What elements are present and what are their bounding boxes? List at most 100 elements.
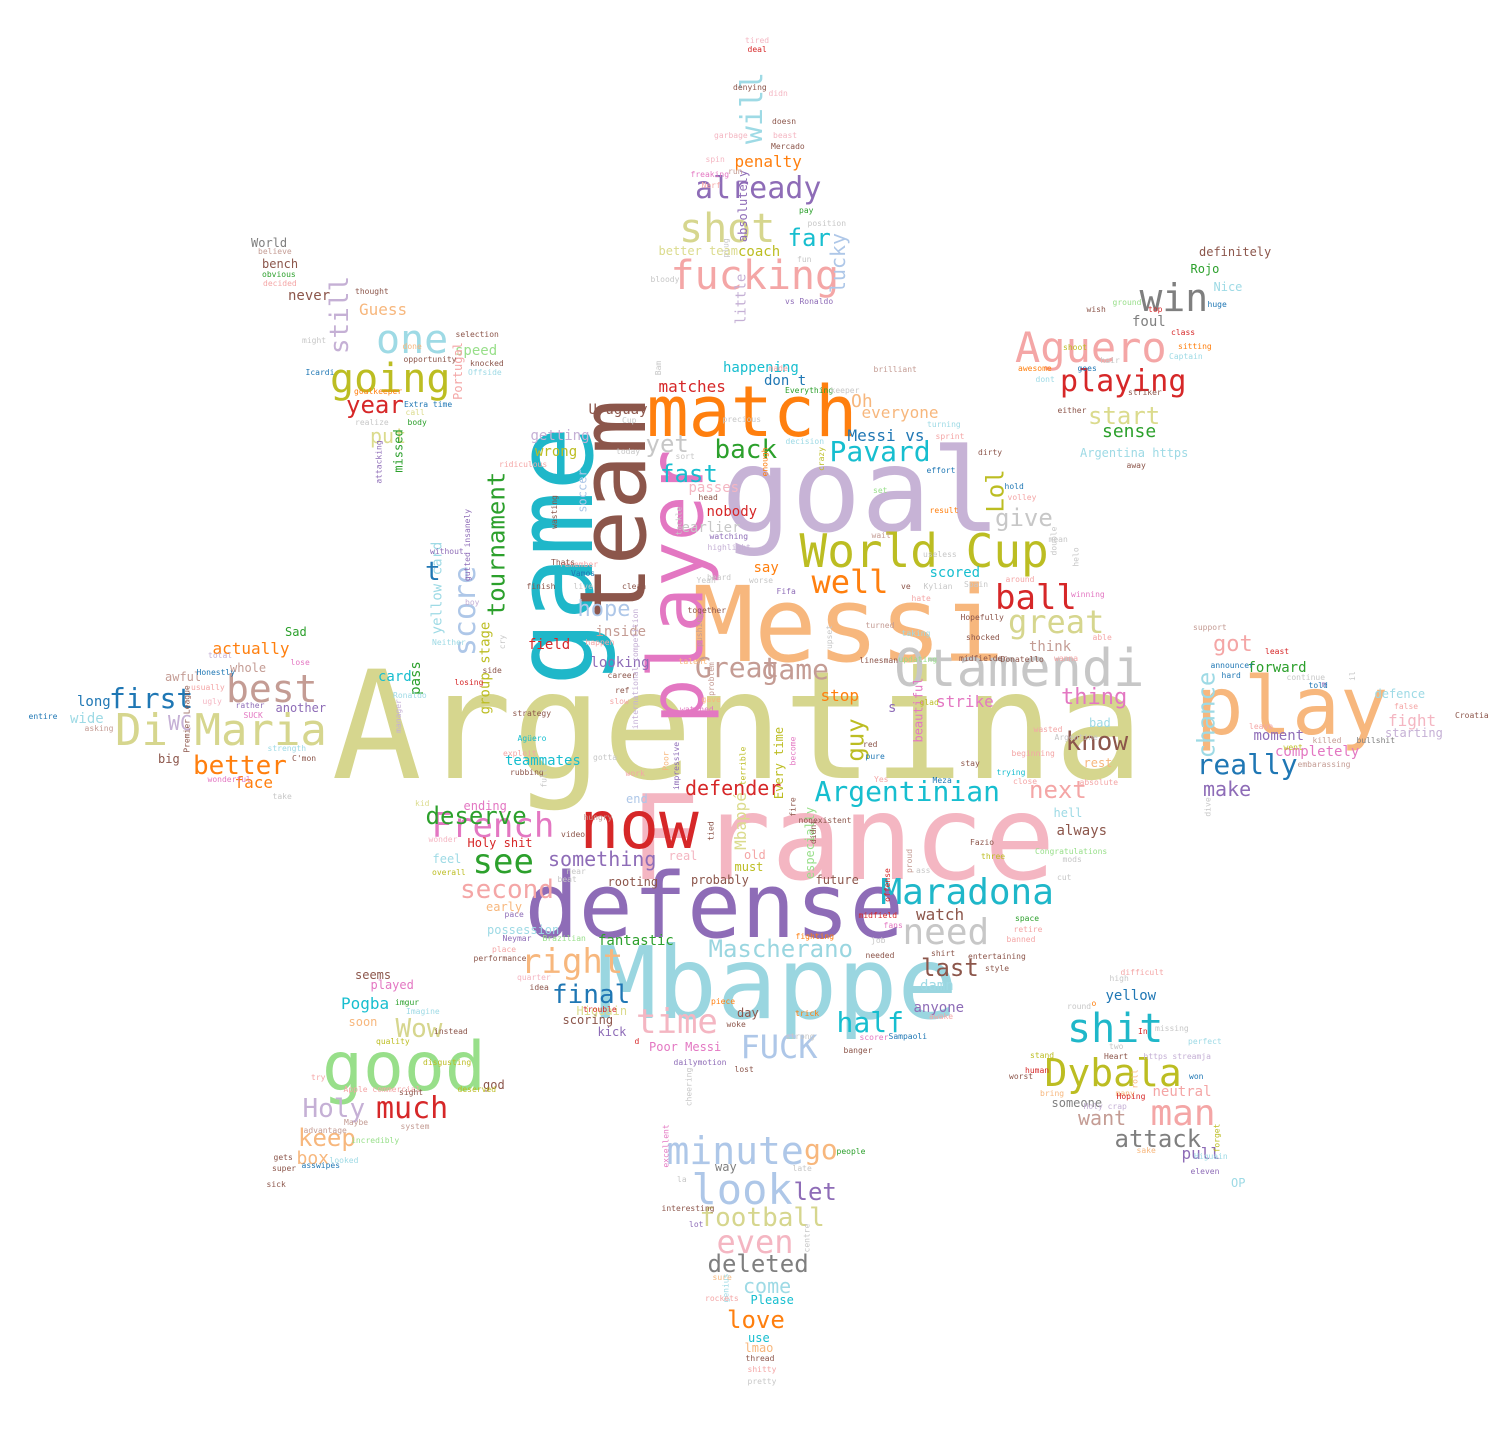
- word: space: [1015, 914, 1040, 923]
- word: announcer: [1210, 661, 1254, 670]
- word: ball: [995, 578, 1077, 618]
- word: bad: [1089, 716, 1111, 730]
- word: place: [492, 945, 517, 954]
- word: absolute: [1079, 778, 1119, 787]
- word: told: [1308, 681, 1328, 690]
- word: terrible: [737, 746, 747, 786]
- word: excellent: [661, 1124, 671, 1168]
- word: even: [716, 1223, 794, 1261]
- word: entertaining: [968, 952, 1026, 961]
- word: World: [251, 236, 288, 250]
- word: much: [376, 1091, 449, 1126]
- word: wonder: [428, 835, 458, 844]
- word: international competition: [631, 608, 641, 730]
- word: good: [322, 1028, 486, 1107]
- word: performance: [473, 954, 527, 963]
- word: playing: [1060, 364, 1187, 399]
- word: rockets: [705, 1294, 739, 1303]
- word: keeper: [830, 386, 860, 395]
- word: Argentine: [1054, 733, 1098, 742]
- word: worst: [1009, 1072, 1034, 1081]
- word: freaking: [690, 170, 730, 179]
- word: last: [921, 954, 979, 982]
- word: win: [1139, 276, 1209, 320]
- word: use: [748, 1331, 770, 1345]
- word: wide: [70, 711, 104, 727]
- word: Argentina: [331, 640, 1145, 814]
- word: watched: [680, 705, 714, 714]
- word: didn: [768, 89, 788, 98]
- word: enough: [759, 447, 769, 477]
- word: forward: [1247, 660, 1307, 676]
- word: huge: [1207, 300, 1227, 309]
- word: fast: [660, 460, 718, 488]
- word: Offside: [468, 368, 502, 377]
- word: FUCK: [740, 1028, 818, 1066]
- word: getting: [530, 428, 590, 444]
- word: usually: [191, 683, 225, 692]
- word: woke: [726, 1020, 746, 1029]
- word: gave: [701, 695, 721, 704]
- word: fire: [788, 797, 798, 817]
- word: pure: [865, 752, 885, 761]
- word: clean: [622, 582, 647, 591]
- word: keep: [298, 1124, 356, 1152]
- word: set: [873, 486, 888, 495]
- word: eleven: [1190, 1167, 1220, 1176]
- word: lucky: [826, 232, 851, 294]
- word: Please: [750, 1293, 794, 1307]
- word: Heart: [1104, 1052, 1129, 1061]
- word: m: [1321, 680, 1327, 689]
- word: make: [1203, 777, 1252, 801]
- word: Nice: [1213, 280, 1243, 294]
- word: Maybe: [344, 1118, 369, 1127]
- word: let: [793, 1178, 837, 1206]
- word: il: [1347, 671, 1357, 681]
- word: spin: [705, 155, 725, 164]
- word: going: [330, 356, 451, 402]
- word: C'mon: [292, 754, 317, 763]
- word: game: [761, 653, 829, 686]
- word: penalty: [734, 152, 802, 171]
- word: denying: [733, 83, 767, 92]
- word: ground: [1112, 298, 1142, 307]
- word: SUCK: [243, 711, 263, 720]
- word: head: [698, 493, 718, 502]
- word: exploit: [503, 749, 537, 758]
- word: damn: [920, 978, 954, 994]
- word: look: [691, 1165, 793, 1214]
- word: disgusting: [423, 1058, 472, 1067]
- word: moment: [1253, 728, 1305, 744]
- word: right: [521, 942, 624, 982]
- word: work: [625, 769, 645, 778]
- word: leave: [1249, 722, 1274, 731]
- word: full: [539, 768, 549, 788]
- word: asswipes: [301, 1161, 341, 1170]
- word: d: [634, 1037, 640, 1046]
- word: Higuain: [1194, 1152, 1228, 1161]
- word: knocked: [470, 359, 504, 368]
- word: ridiculous: [499, 460, 548, 469]
- word: gets: [273, 1153, 293, 1162]
- word: done: [402, 342, 422, 351]
- word: o: [1091, 999, 1097, 1008]
- word: wonderful: [207, 775, 251, 784]
- word: hard: [1221, 671, 1241, 680]
- word: stay: [960, 759, 980, 768]
- word: call: [405, 408, 425, 417]
- word: opportunity: [403, 355, 457, 364]
- word: trying: [996, 768, 1026, 777]
- word: decided: [263, 279, 297, 288]
- word: late: [792, 1164, 812, 1173]
- word: wasted: [1033, 725, 1063, 734]
- word: beautiful: [911, 677, 926, 743]
- word: happening: [723, 360, 799, 376]
- word: Otamendi: [894, 639, 1145, 699]
- word: stop: [820, 686, 860, 705]
- word: trick: [795, 1009, 820, 1018]
- word: human: [1025, 1066, 1050, 1075]
- word: quality: [376, 1037, 410, 1046]
- word: lose: [290, 658, 310, 667]
- word: precious: [722, 415, 762, 424]
- word: anyone: [913, 1000, 965, 1016]
